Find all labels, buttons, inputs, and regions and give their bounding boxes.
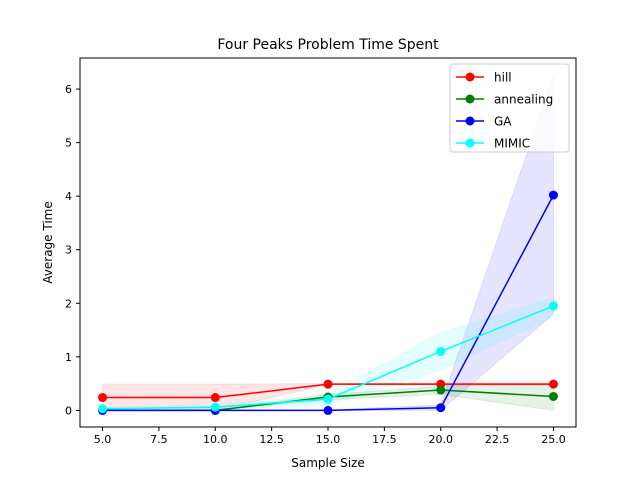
series-markers (98, 190, 558, 415)
hill-point (210, 393, 220, 403)
mimic-legend-marker (465, 138, 475, 148)
y-tick-label: 2 (65, 297, 72, 310)
ga-point (436, 403, 446, 413)
hill-point (548, 379, 558, 389)
x-tick-label: 5.0 (94, 433, 112, 446)
x-tick-label: 17.5 (372, 433, 397, 446)
x-tick-label: 25.0 (541, 433, 566, 446)
y-tick-label: 0 (65, 404, 72, 417)
x-tick-label: 12.5 (259, 433, 284, 446)
x-tick-label: 15.0 (316, 433, 341, 446)
x-tick-label: 7.5 (150, 433, 168, 446)
mimic-point (210, 402, 220, 412)
chart-title: Four Peaks Problem Time Spent (217, 37, 439, 53)
x-tick-label: 22.5 (485, 433, 510, 446)
x-tick-label: 20.0 (428, 433, 453, 446)
mimic-legend-label: MIMIC (494, 137, 530, 151)
y-tick-label: 1 (65, 351, 72, 364)
x-tick-label: 10.0 (203, 433, 228, 446)
x-axis-ticks: 5.0 7.5 10.0 12.5 15.0 17.5 20.0 22.5 25.0 (94, 427, 566, 446)
ga-legend-label: GA (494, 115, 512, 129)
annealing-point (436, 385, 446, 395)
legend: hill annealing GA MIMIC (449, 63, 570, 153)
annealing-point (548, 391, 558, 401)
mimic-point (98, 404, 108, 414)
annealing-legend-marker (465, 94, 475, 104)
y-tick-label: 3 (65, 244, 72, 257)
mimic-point (436, 346, 446, 356)
hill-point (98, 393, 108, 403)
ga-legend-marker (465, 116, 475, 126)
mimic-point (323, 394, 333, 404)
annealing-legend-label: annealing (494, 93, 553, 107)
ga-point (323, 405, 333, 415)
legend-box (449, 63, 570, 153)
hill-legend-marker (465, 72, 475, 82)
y-axis-label: Average Time (41, 201, 55, 283)
x-axis-label: Sample Size (291, 456, 364, 470)
mimic-point (548, 301, 558, 311)
hill-point (323, 379, 333, 389)
hill-legend-label: hill (494, 71, 512, 85)
y-tick-label: 6 (65, 83, 72, 96)
ga-point (548, 190, 558, 200)
y-axis-ticks: 0 1 2 3 4 5 6 (65, 83, 80, 417)
y-tick-label: 5 (65, 137, 72, 150)
plot-area-frame (79, 57, 577, 428)
y-tick-label: 4 (65, 190, 72, 203)
